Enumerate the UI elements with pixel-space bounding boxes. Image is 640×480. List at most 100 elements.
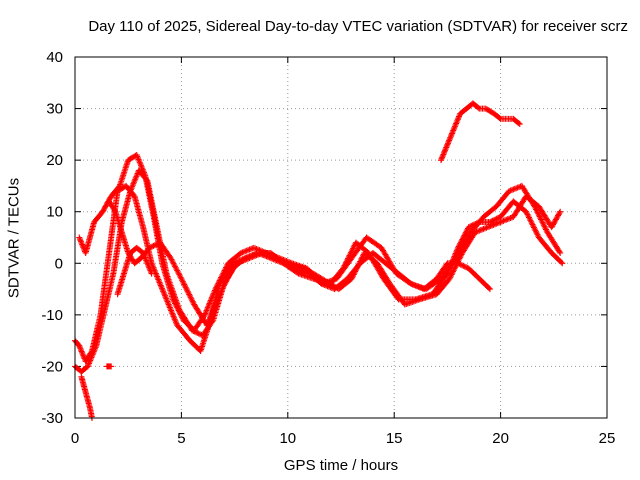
- data-point: [216, 291, 223, 298]
- data-point: [186, 292, 193, 299]
- data-point: [169, 257, 176, 264]
- data-point: [187, 294, 194, 301]
- data-point: [486, 219, 493, 226]
- data-point: [440, 150, 447, 157]
- data-point: [476, 227, 483, 234]
- data-point: [537, 215, 544, 222]
- data-point: [277, 259, 284, 266]
- data-point: [408, 280, 415, 287]
- data-point: [450, 127, 457, 134]
- data-point: [218, 288, 225, 295]
- data-point: [533, 230, 540, 237]
- data-point: [293, 265, 300, 272]
- data-point: [350, 245, 357, 252]
- data-point: [297, 267, 304, 274]
- data-point: [266, 254, 273, 261]
- data-point: [325, 283, 332, 290]
- data-point: [170, 297, 177, 304]
- data-point: [218, 286, 225, 293]
- data-point: [556, 210, 563, 217]
- data-point: [553, 215, 560, 222]
- data-point: [180, 280, 187, 287]
- data-point: [169, 259, 176, 266]
- data-point: [78, 348, 85, 355]
- data-point: [243, 247, 250, 254]
- data-point: [203, 307, 210, 314]
- data-point: [222, 266, 229, 273]
- data-point: [540, 222, 547, 229]
- data-point: [284, 262, 291, 269]
- data-point: [535, 212, 542, 219]
- data-point: [480, 225, 487, 232]
- data-point: [245, 247, 252, 254]
- data-point: [177, 311, 184, 318]
- data-point: [210, 290, 217, 297]
- data-point: [257, 251, 264, 258]
- data-point: [211, 288, 218, 295]
- data-point: [218, 273, 225, 280]
- data-point: [516, 121, 523, 128]
- data-point: [514, 184, 521, 191]
- data-point: [444, 141, 451, 148]
- data-point: [481, 225, 488, 232]
- data-point: [77, 345, 84, 352]
- data-point: [221, 281, 228, 288]
- data-point: [496, 115, 503, 122]
- data-point: [267, 255, 274, 262]
- data-point: [115, 184, 122, 191]
- data-point: [269, 255, 276, 262]
- y-tick-label: 10: [46, 204, 63, 221]
- data-point: [175, 307, 182, 314]
- data-point: [101, 204, 108, 211]
- data-point: [272, 256, 279, 263]
- data-point: [263, 253, 270, 260]
- data-point: [451, 123, 458, 130]
- data-point: [416, 284, 423, 291]
- data-point: [279, 259, 286, 266]
- data-point: [301, 268, 308, 275]
- y-tick-label: -20: [41, 358, 63, 375]
- data-point: [243, 254, 250, 261]
- data-point: [438, 157, 445, 164]
- data-point: [174, 268, 181, 275]
- data-point: [240, 248, 247, 255]
- data-point: [222, 279, 229, 286]
- data-point: [477, 227, 484, 234]
- data-point: [473, 228, 480, 235]
- data-point: [484, 224, 491, 231]
- x-tick-label: 15: [386, 430, 403, 447]
- data-point: [533, 207, 540, 214]
- data-point: [168, 256, 175, 263]
- data-point: [294, 266, 301, 273]
- data-point: [415, 283, 422, 290]
- data-point: [146, 244, 153, 251]
- data-point: [242, 255, 249, 262]
- data-point: [455, 114, 462, 121]
- x-tick-label: 0: [71, 430, 79, 447]
- data-point: [179, 278, 186, 285]
- series-track-8: [438, 100, 523, 164]
- data-point: [439, 154, 446, 161]
- data-point: [79, 241, 86, 248]
- data-point: [111, 207, 118, 214]
- data-point: [300, 268, 307, 275]
- data-point: [276, 258, 283, 265]
- data-point: [456, 260, 463, 267]
- data-point: [548, 224, 555, 231]
- y-tick-label: -30: [41, 410, 63, 427]
- data-point: [460, 262, 467, 269]
- data-point: [483, 224, 490, 231]
- data-point: [541, 223, 548, 230]
- data-point: [80, 352, 87, 359]
- data-point: [202, 308, 209, 315]
- data-point: [79, 351, 86, 358]
- data-point: [219, 271, 226, 278]
- data-point: [506, 215, 513, 222]
- data-point: [262, 252, 269, 259]
- data-point: [535, 210, 542, 217]
- x-tick-label: 10: [279, 430, 296, 447]
- data-point: [76, 234, 83, 241]
- data-point: [507, 187, 514, 194]
- data-point: [532, 204, 539, 211]
- data-point: [527, 217, 534, 224]
